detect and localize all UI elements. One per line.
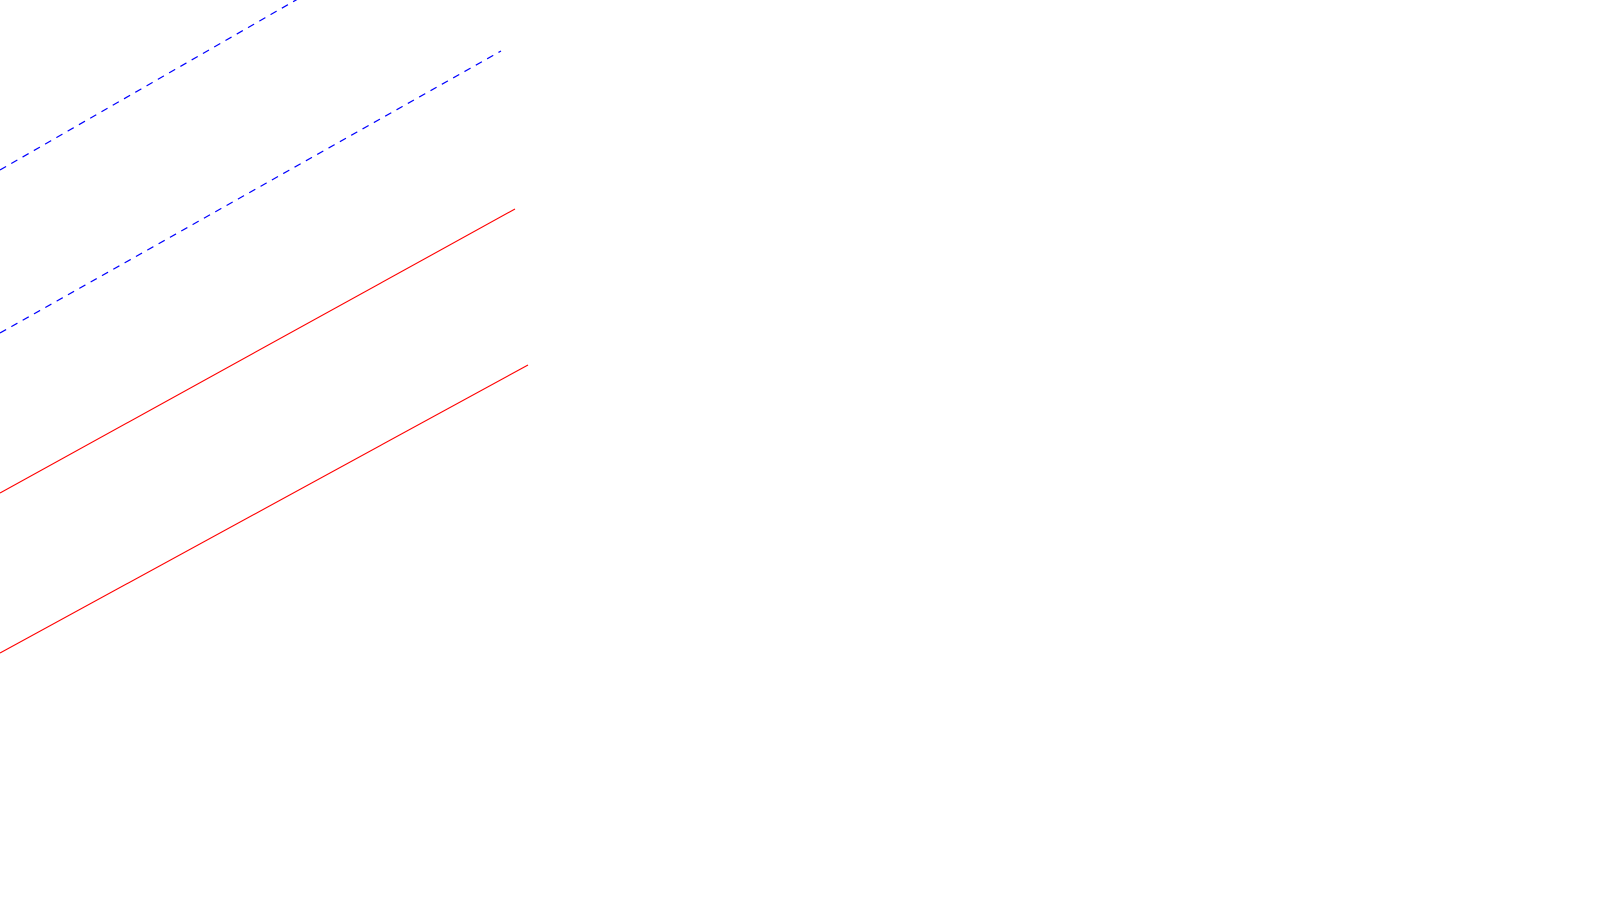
dashed-line-lower	[0, 50, 502, 334]
solid-line-lower	[0, 364, 529, 654]
dashed-line-upper	[0, 0, 298, 171]
solid-line-upper	[0, 208, 516, 494]
